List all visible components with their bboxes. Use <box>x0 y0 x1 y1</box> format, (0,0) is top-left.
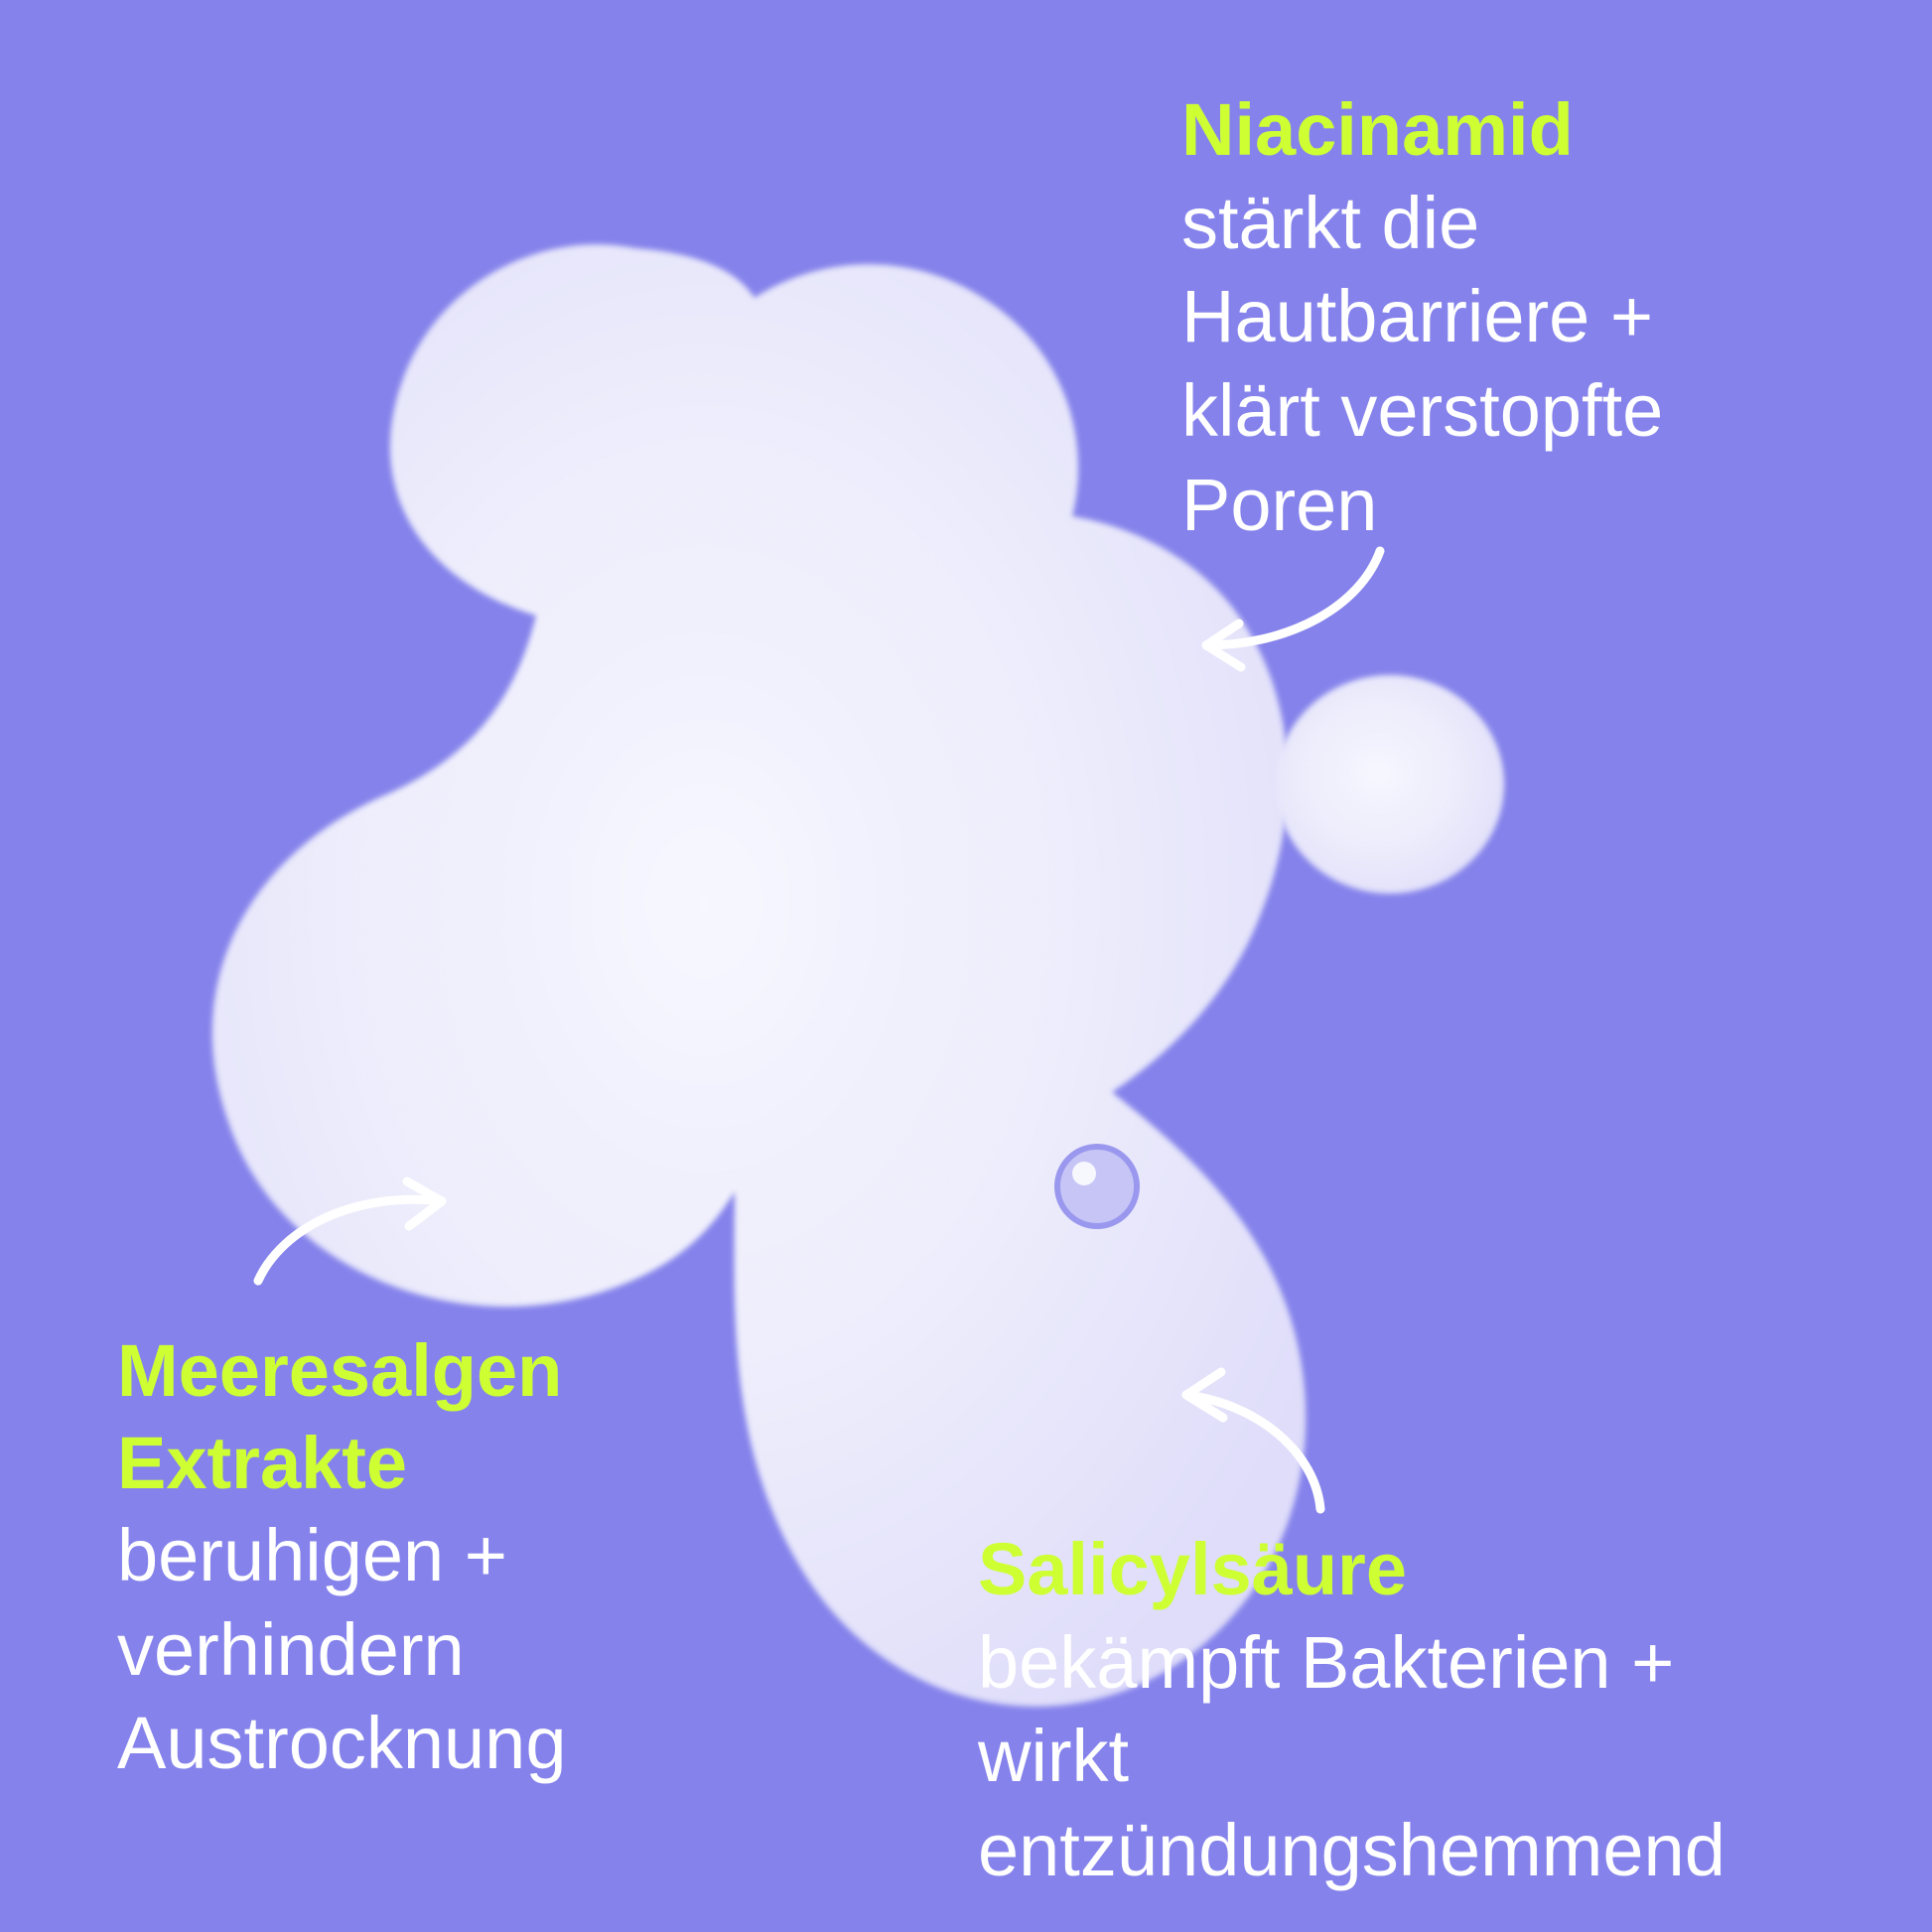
callout-salicylsaeure-title: Salicylsäure <box>978 1524 1891 1616</box>
infographic-canvas: Niacinamid stärkt dieHautbarriere +klärt… <box>0 0 1932 1932</box>
callout-meeresalgen: MeeresalgenExtrakte beruhigen +verhinder… <box>117 1325 733 1791</box>
callout-salicylsaeure-body: bekämpft Bakterien +wirktentzündungshemm… <box>978 1616 1891 1898</box>
callout-niacinamid-body: stärkt dieHautbarriere +klärt verstopfte… <box>1181 177 1857 553</box>
arrow-bottom-left <box>238 1172 486 1291</box>
blob-bubble <box>1057 1147 1137 1226</box>
callout-meeresalgen-title: MeeresalgenExtrakte <box>117 1325 733 1509</box>
callout-niacinamid: Niacinamid stärkt dieHautbarriere +klärt… <box>1181 84 1857 552</box>
callout-salicylsaeure: Salicylsäure bekämpft Bakterien +wirkten… <box>978 1524 1891 1898</box>
arrow-bottom-right <box>1142 1360 1350 1519</box>
blob-droplet-speckle <box>1276 675 1504 894</box>
callout-niacinamid-title: Niacinamid <box>1181 84 1857 177</box>
arrow-top-right <box>1162 546 1400 675</box>
callout-meeresalgen-body: beruhigen +verhindernAustrocknung <box>117 1509 733 1791</box>
